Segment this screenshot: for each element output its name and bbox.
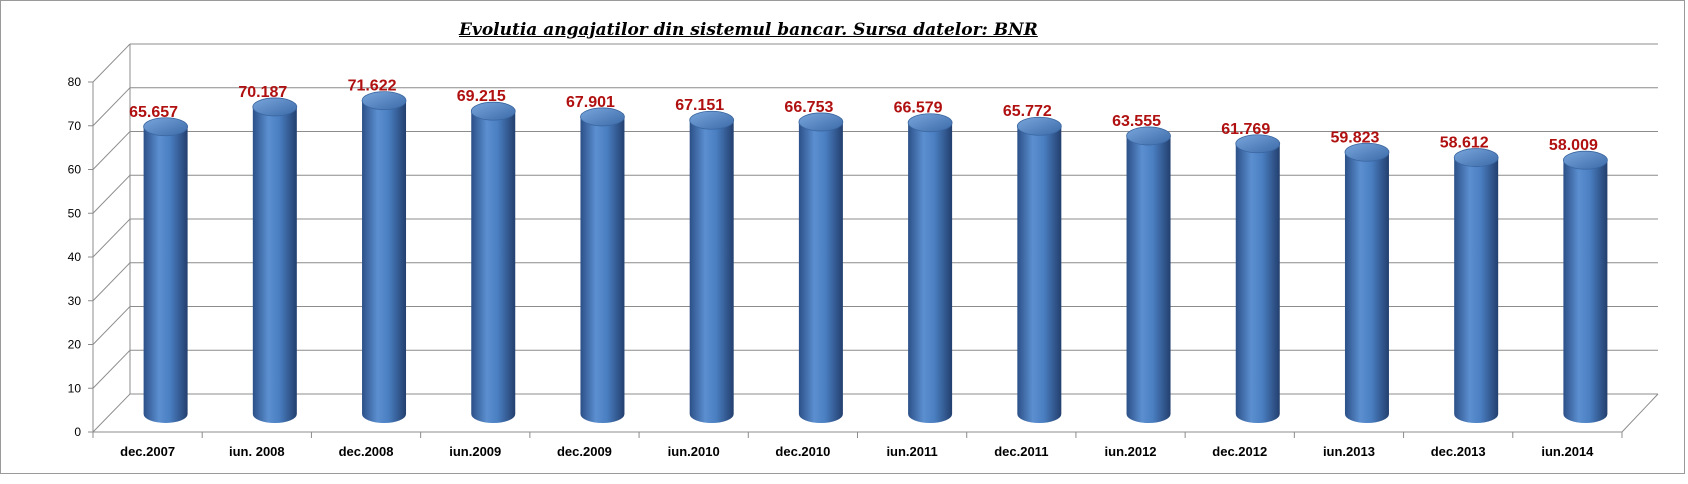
bar-body (908, 122, 953, 424)
bar-cap (907, 113, 953, 133)
bar-body (1235, 143, 1280, 423)
gridline-diagonal (92, 87, 131, 127)
y-tick-label: 20 (68, 338, 82, 352)
x-tick-label: dec.2011 (994, 444, 1048, 459)
value-labels: 65.657 70.187 71.622 69.215 67.901 67.151 66.7… (129, 78, 1598, 155)
bar-body (143, 126, 188, 423)
value-label: 67.151 (675, 97, 724, 114)
bar-cap (689, 110, 735, 130)
x-tick-label: dec.2012 (1212, 444, 1267, 459)
bar-cap (1344, 142, 1390, 162)
bar-cap (1453, 148, 1499, 167)
bar (361, 91, 407, 423)
bar-cap (1562, 150, 1608, 170)
x-tick-label: dec.2009 (557, 444, 612, 459)
y-tick-label: 10 (68, 381, 82, 395)
x-tick-label: iun.2010 (668, 444, 720, 459)
y-tick-label: 0 (74, 425, 81, 439)
bar-cap (1126, 126, 1171, 146)
value-label: 69.215 (457, 88, 506, 105)
gridline-diagonal (92, 43, 131, 83)
bar-cap (580, 107, 625, 127)
floor-edge (93, 393, 1659, 433)
x-tick-label: dec.2007 (120, 444, 175, 459)
y-tick-label: 40 (68, 250, 82, 264)
y-tick-label: 80 (68, 75, 82, 89)
bar (1453, 148, 1499, 423)
value-label: 59.823 (1330, 129, 1379, 146)
bar-body (252, 106, 297, 423)
bar (252, 97, 298, 423)
bar-cap (252, 97, 298, 117)
bar-body (1563, 160, 1608, 423)
bar-body (1344, 152, 1389, 424)
gridline-diagonal (92, 174, 131, 214)
bar (798, 112, 844, 423)
value-label: 67.901 (566, 94, 615, 111)
gridline-diagonal (92, 306, 131, 345)
x-tick-label: iun.2009 (449, 444, 501, 459)
value-label: 58.009 (1549, 137, 1598, 154)
x-tick-label: iun.2012 (1105, 444, 1157, 459)
x-tick-label: iun.2011 (886, 444, 937, 459)
bar-cap (143, 117, 189, 137)
value-label: 65.772 (1003, 103, 1052, 120)
bar-cap (1235, 134, 1281, 154)
gridline-diagonal (92, 262, 131, 302)
value-label: 65.657 (129, 104, 178, 121)
gridline-diagonal (92, 131, 131, 170)
gridline-diagonal (92, 218, 131, 258)
x-tick-label: dec.2008 (339, 444, 394, 459)
x-tick-label: iun. 2008 (229, 444, 285, 459)
chart-title: Evolutia angajatilor din sistemul bancar… (459, 20, 1038, 40)
bar-body (580, 116, 625, 423)
bar-body (362, 100, 407, 423)
x-tick-label: iun.2014 (1541, 444, 1594, 459)
x-tick-label: iun.2013 (1323, 444, 1375, 459)
bar (1016, 116, 1062, 423)
y-tick-label: 30 (68, 294, 82, 308)
grid (92, 43, 1658, 433)
y-tick-label: 70 (68, 119, 82, 133)
bar-cap (1016, 116, 1062, 136)
bar (470, 101, 516, 423)
axes: 0 10 20 30 40 50 60 70 80 dec.2007 iun. 2008 dec.20… (68, 75, 1659, 459)
x-tick-label: dec.2010 (775, 444, 830, 459)
bar (1344, 142, 1390, 424)
value-label: 63.555 (1112, 113, 1161, 130)
bar (1562, 150, 1608, 423)
gridline-diagonal (92, 349, 131, 389)
bar (689, 110, 735, 423)
y-tick-label: 60 (68, 163, 82, 177)
bar-body (798, 121, 843, 423)
bar (907, 113, 953, 424)
bar-cap (470, 101, 516, 121)
bar (1126, 126, 1171, 423)
bar-cap (798, 112, 844, 132)
bar-body (1017, 126, 1062, 423)
value-label: 66.753 (784, 99, 833, 116)
y-tick-label: 50 (68, 206, 82, 220)
value-label: 58.612 (1440, 135, 1489, 152)
bar-body (1126, 135, 1171, 423)
bars (143, 91, 1608, 424)
x-tick-label: dec.2013 (1431, 444, 1486, 459)
value-label: 66.579 (894, 100, 943, 117)
bar-body (689, 120, 734, 423)
bar (143, 117, 189, 423)
value-label: 61.769 (1221, 121, 1270, 138)
bar (580, 107, 625, 423)
bar (1235, 134, 1281, 423)
value-label: 71.622 (348, 78, 397, 95)
bar-body (471, 111, 516, 423)
bar-cap (361, 91, 407, 111)
bar-body (1454, 157, 1499, 423)
value-label: 70.187 (238, 84, 287, 101)
gridline-diagonal (92, 393, 131, 433)
